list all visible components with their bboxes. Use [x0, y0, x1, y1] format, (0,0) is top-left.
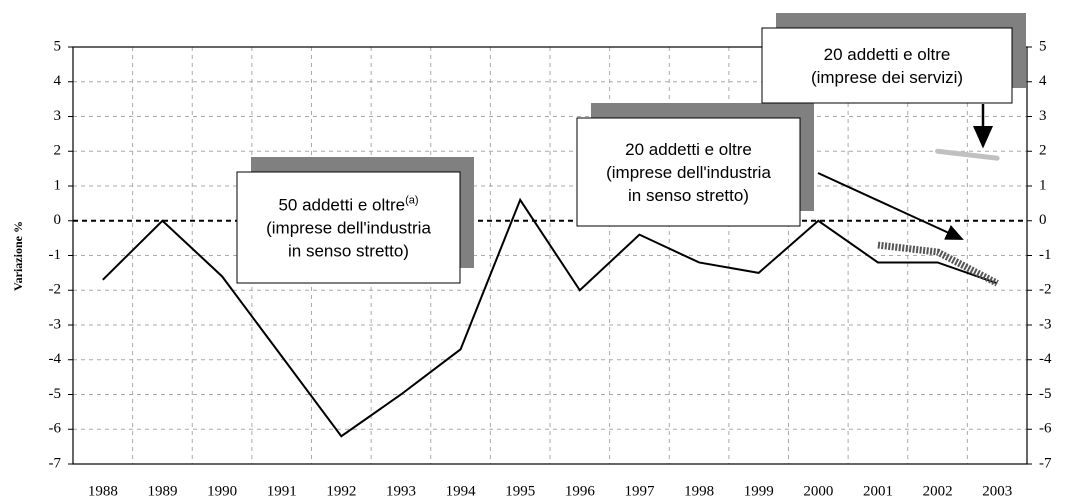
y-tick-label: 5 [54, 38, 62, 54]
annotation-box [236, 171, 461, 284]
y-tick-label: -2 [49, 282, 62, 298]
y-tick-label: -3 [49, 316, 62, 332]
y2-tick-label: -7 [1039, 455, 1052, 471]
y-tick-label: 4 [54, 73, 62, 89]
y2-tick-label: -5 [1039, 386, 1052, 402]
y-axis-label: Variazione % [11, 221, 25, 291]
x-tick-label: 1995 [505, 483, 535, 499]
x-tick-label: 1990 [207, 483, 237, 499]
annotation-text: 20 addetti e oltre [824, 45, 951, 64]
x-tick-label: 1998 [684, 483, 714, 499]
x-tick-label: 2001 [863, 483, 893, 499]
y-tick-label: 1 [54, 177, 62, 193]
y2-tick-label: -3 [1039, 316, 1052, 332]
y-tick-label: -4 [49, 351, 62, 367]
arrow [817, 172, 964, 240]
x-tick-label: 1997 [624, 483, 655, 499]
x-tick-label: 2003 [982, 483, 1012, 499]
y-tick-label: 3 [54, 108, 62, 124]
y2-tick-label: -2 [1039, 282, 1052, 298]
annotation-text: 20 addetti e oltre [625, 140, 752, 159]
y-tick-label: -5 [49, 386, 62, 402]
annotation-line: in senso stretto) [628, 186, 749, 205]
annotation-line: (imprese dei servizi) [811, 68, 963, 87]
x-tick-label: 1988 [88, 483, 118, 499]
x-tick-label: 1993 [386, 483, 416, 499]
annotation-text: (imprese dell'industria [606, 163, 771, 182]
annotation-text: (imprese dell'industria [266, 219, 431, 238]
x-tick-label: 1992 [326, 483, 356, 499]
y2-tick-label: 1 [1039, 177, 1047, 193]
annotation-line: 50 addetti e oltre [278, 196, 405, 215]
annotation-line: 20 addetti e oltre [824, 45, 951, 64]
annotation-text: in senso stretto) [288, 242, 409, 261]
y-tick-label: 0 [54, 212, 62, 228]
annotation-line: (imprese dell'industria [606, 163, 771, 182]
series-line [877, 241, 999, 287]
annotation-text: in senso stretto) [628, 186, 749, 205]
x-tick-label: 1989 [147, 483, 177, 499]
x-tick-label: 1991 [267, 483, 297, 499]
y2-tick-label: 5 [1039, 38, 1047, 54]
annotation-box [761, 27, 1013, 104]
annotation-superscript: (a) [405, 195, 418, 207]
annotation-text: 50 addetti e oltre(a) [278, 195, 418, 215]
x-tick-label: 2000 [803, 483, 833, 499]
annotation-line: in senso stretto) [288, 242, 409, 261]
y2-tick-label: 3 [1039, 108, 1047, 124]
series-line [935, 148, 1000, 161]
y-tick-label: -7 [49, 455, 62, 471]
y-tick-label: -6 [49, 421, 62, 437]
y2-tick-label: -6 [1039, 421, 1052, 437]
annotation-text: (imprese dei servizi) [811, 68, 963, 87]
y2-tick-label: -1 [1039, 247, 1052, 263]
x-tick-label: 1994 [446, 483, 477, 499]
annotation-line: (imprese dell'industria [266, 219, 431, 238]
annotation-box [576, 117, 801, 227]
y2-tick-label: 0 [1039, 212, 1047, 228]
x-tick-label: 2002 [923, 483, 953, 499]
x-tick-label: 1999 [744, 483, 774, 499]
y2-tick-label: -4 [1039, 351, 1052, 367]
annotation-line: 20 addetti e oltre [625, 140, 752, 159]
series-line [102, 197, 998, 438]
y-tick-label: -1 [49, 247, 62, 263]
y2-tick-label: 4 [1039, 73, 1047, 89]
y2-tick-label: 2 [1039, 143, 1047, 159]
y-tick-label: 2 [54, 143, 62, 159]
x-tick-label: 1996 [565, 483, 596, 499]
plot-frame [72, 46, 1028, 465]
